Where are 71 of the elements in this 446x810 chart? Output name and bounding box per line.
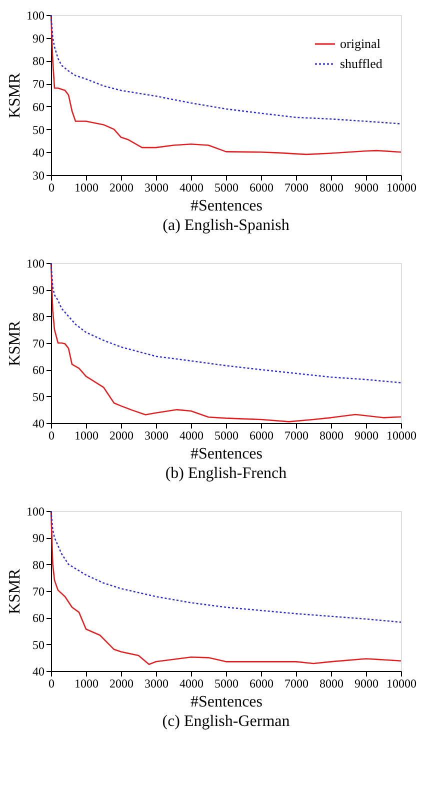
y-tick-label: 40 — [32, 146, 44, 160]
x-tick-label: 8000 — [320, 428, 344, 442]
text: (c) English-German — [162, 713, 290, 730]
y-tick-label: 50 — [32, 390, 44, 404]
y-tick-label: 100 — [26, 504, 44, 518]
y-tick-label: 80 — [32, 310, 44, 324]
y-tick-label: 40 — [32, 664, 44, 678]
x-tick-label: 7000 — [284, 180, 308, 194]
x-tick-label: 1000 — [74, 428, 98, 442]
y-axis-title: KSMR — [6, 72, 24, 118]
x-tick-label: 3000 — [144, 428, 168, 442]
text: (b) English-French — [165, 465, 287, 482]
x-tick-label: 6000 — [250, 180, 274, 194]
x-tick-label: 0 — [48, 180, 54, 194]
x-tick-label: 7000 — [284, 428, 308, 442]
y-tick-label: 90 — [32, 31, 44, 46]
x-tick-label: 5000 — [214, 180, 238, 194]
x-tick-label: 3000 — [144, 180, 168, 194]
y-tick-label: 90 — [32, 531, 44, 546]
x-tick-label: 5000 — [214, 428, 238, 442]
x-tick-label: 1000 — [74, 676, 98, 690]
x-axis-title: #Sentences — [190, 446, 262, 462]
y-tick-label: 70 — [32, 77, 44, 92]
y-tick-label: 30 — [32, 168, 44, 182]
x-tick-label: 4000 — [180, 428, 204, 442]
y-tick-label: 50 — [32, 638, 44, 652]
x-tick-label: 9000 — [354, 676, 378, 690]
x-tick-label: 8000 — [320, 180, 344, 194]
x-tick-label: 2000 — [110, 428, 134, 442]
x-tick-label: 10000 — [386, 676, 416, 690]
x-tick-label: 0 — [48, 428, 54, 442]
x-tick-label: 6000 — [250, 676, 274, 690]
y-tick-label: 60 — [32, 363, 44, 378]
y-tick-label: 70 — [32, 336, 44, 350]
y-tick-label: 40 — [32, 416, 44, 430]
text: (a) English-Spanish — [162, 217, 290, 234]
y-tick-label: 60 — [32, 611, 44, 626]
x-tick-label: 6000 — [250, 428, 274, 442]
x-tick-label: 5000 — [214, 676, 238, 690]
legend-label: original — [340, 36, 381, 51]
x-tick-label: 2000 — [110, 676, 134, 690]
line-series — [50, 510, 402, 623]
line-series — [50, 14, 402, 124]
y-tick-label: 70 — [32, 584, 44, 598]
x-axis-title: #Sentences — [190, 694, 262, 710]
x-tick-label: 10000 — [386, 428, 416, 442]
line-series — [50, 262, 402, 384]
x-tick-label: 10000 — [386, 180, 416, 194]
x-tick-label: 0 — [48, 676, 54, 690]
legend-label: shuffled — [340, 56, 383, 71]
y-tick-label: 50 — [32, 122, 44, 137]
y-tick-label: 80 — [32, 54, 44, 68]
x-tick-label: 8000 — [320, 676, 344, 690]
x-axis-title: #Sentences — [190, 198, 262, 214]
y-axis-title: KSMR — [6, 320, 24, 366]
y-tick-label: 60 — [32, 100, 44, 114]
x-tick-label: 9000 — [354, 180, 378, 194]
y-tick-label: 100 — [26, 8, 44, 22]
y-tick-label: 100 — [26, 256, 44, 270]
x-tick-label: 9000 — [354, 428, 378, 442]
x-tick-label: 7000 — [284, 676, 308, 690]
x-tick-label: 4000 — [180, 676, 204, 690]
y-tick-label: 80 — [32, 558, 44, 572]
x-tick-label: 4000 — [180, 180, 204, 194]
y-tick-label: 90 — [32, 283, 44, 298]
x-tick-label: 3000 — [144, 676, 168, 690]
line-series — [50, 510, 402, 665]
x-tick-label: 2000 — [110, 180, 134, 194]
line-series — [50, 14, 402, 156]
x-tick-label: 1000 — [74, 180, 98, 194]
y-axis-title: KSMR — [6, 568, 24, 614]
